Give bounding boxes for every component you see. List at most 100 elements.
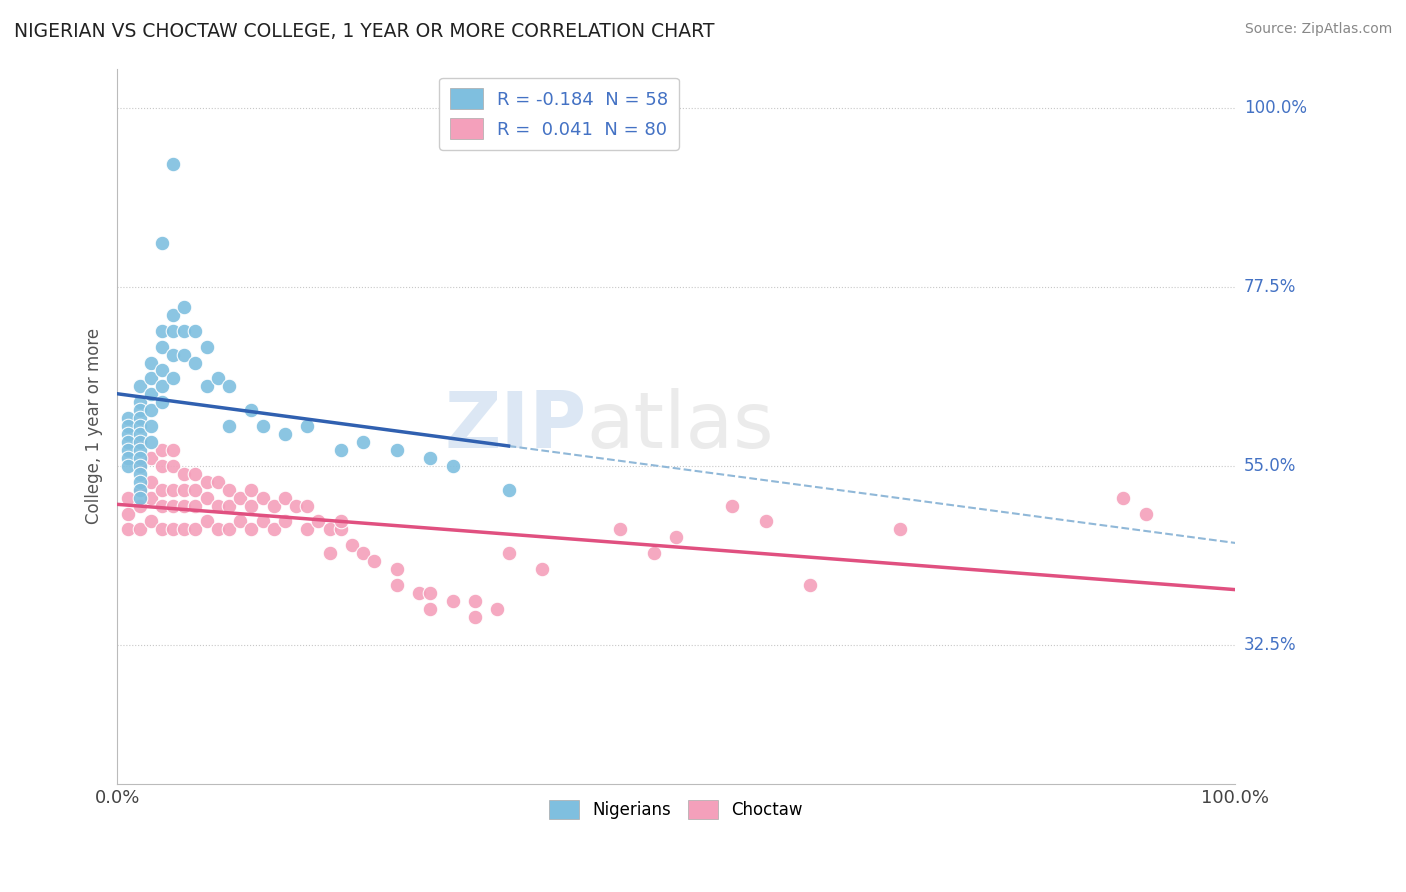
Point [117,507,139,521]
Point [1135,507,1157,521]
Point [128,523,150,537]
Point [318,546,340,560]
Point [162,308,184,322]
Point [229,491,252,505]
Point [117,419,139,434]
Point [162,499,184,513]
Point [889,523,911,537]
Point [297,499,319,513]
Point [195,379,218,393]
Point [352,435,374,450]
Point [218,379,240,393]
Point [195,475,218,489]
Point [150,379,173,393]
Point [363,554,385,568]
Point [274,491,297,505]
Point [218,483,240,497]
Point [195,491,218,505]
Point [128,458,150,473]
Point [184,355,207,369]
Text: Source: ZipAtlas.com: Source: ZipAtlas.com [1244,22,1392,37]
Point [128,411,150,425]
Point [128,435,150,450]
Point [207,499,229,513]
Text: 100.0%: 100.0% [1244,99,1306,117]
Point [150,340,173,354]
Point [498,546,520,560]
Point [441,458,464,473]
Point [117,427,139,442]
Point [162,523,184,537]
Point [252,419,274,434]
Point [162,324,184,338]
Point [128,379,150,393]
Point [486,602,509,616]
Point [218,419,240,434]
Y-axis label: College, 1 year or more: College, 1 year or more [86,328,103,524]
Point [207,371,229,385]
Point [240,523,263,537]
Point [150,324,173,338]
Point [498,483,520,497]
Point [128,491,150,505]
Point [207,475,229,489]
Point [128,475,150,489]
Point [285,499,308,513]
Point [150,523,173,537]
Point [218,523,240,537]
Point [128,499,150,513]
Point [408,586,430,600]
Point [263,499,285,513]
Point [162,442,184,457]
Point [297,523,319,537]
Point [162,348,184,362]
Point [385,578,408,592]
Point [117,411,139,425]
Point [173,300,195,314]
Point [195,515,218,529]
Point [150,363,173,377]
Point [150,442,173,457]
Point [128,395,150,409]
Point [252,491,274,505]
Point [128,442,150,457]
Point [128,483,150,497]
Point [173,348,195,362]
Point [1112,491,1135,505]
Point [195,340,218,354]
Point [229,515,252,529]
Point [139,491,162,505]
Point [162,458,184,473]
Point [128,419,150,434]
Point [117,435,139,450]
Point [464,610,486,624]
Point [139,387,162,401]
Point [385,442,408,457]
Point [755,515,778,529]
Point [531,562,554,576]
Point [329,523,352,537]
Point [150,458,173,473]
Point [352,546,374,560]
Point [385,562,408,576]
Point [464,594,486,608]
Point [150,499,173,513]
Point [139,403,162,417]
Point [173,499,195,513]
Point [274,515,297,529]
Point [128,450,150,465]
Point [162,483,184,497]
Point [240,499,263,513]
Point [643,546,665,560]
Point [117,442,139,457]
Point [307,515,329,529]
Point [240,483,263,497]
Point [340,538,363,552]
Point [799,578,821,592]
Point [117,523,139,537]
Text: 55.0%: 55.0% [1244,457,1296,475]
Point [117,491,139,505]
Text: 77.5%: 77.5% [1244,278,1296,296]
Point [128,458,150,473]
Point [173,324,195,338]
